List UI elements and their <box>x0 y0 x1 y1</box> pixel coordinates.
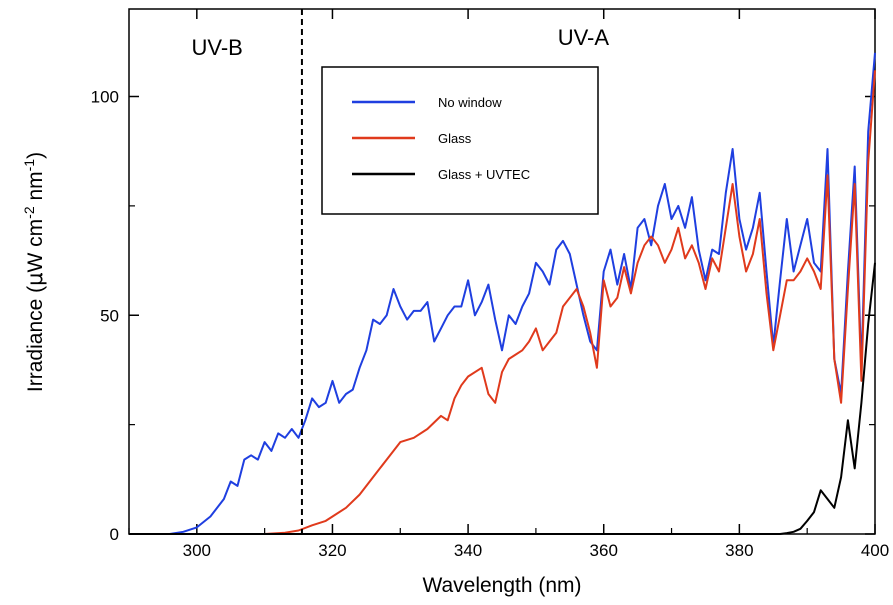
series-line-no-window <box>129 52 876 535</box>
y-axis: 0 50 100 <box>91 88 875 544</box>
x-axis-title: Wavelength (nm) <box>422 574 581 597</box>
annotation-uv-b: UV-B <box>191 35 242 60</box>
legend: No window Glass Glass + UVTEC <box>321 66 599 215</box>
series-line-glass-uvtec <box>129 262 876 535</box>
series-line-glass <box>129 70 876 535</box>
series-layer <box>129 52 876 535</box>
y-tick-label: 50 <box>100 306 119 325</box>
x-tick-label: 400 <box>861 541 889 560</box>
x-tick-label: 360 <box>590 541 618 560</box>
x-tick-label: 320 <box>318 541 346 560</box>
x-axis: 300 320 340 360 380 400 <box>128 9 889 560</box>
y-tick-label: 0 <box>110 525 119 544</box>
legend-label-glass-uvtec: Glass + UVTEC <box>438 167 530 182</box>
annotation-uv-a: UV-A <box>558 25 610 50</box>
legend-box <box>321 66 599 215</box>
legend-label-glass: Glass <box>438 131 472 146</box>
x-tick-label: 340 <box>454 541 482 560</box>
legend-label-no-window: No window <box>438 95 502 110</box>
x-tick-label: 300 <box>183 541 211 560</box>
y-tick-label: 100 <box>91 88 119 107</box>
x-tick-label: 380 <box>725 541 753 560</box>
y-axis-title: Irradiance (μW cm-2 nm-1) <box>21 152 47 392</box>
